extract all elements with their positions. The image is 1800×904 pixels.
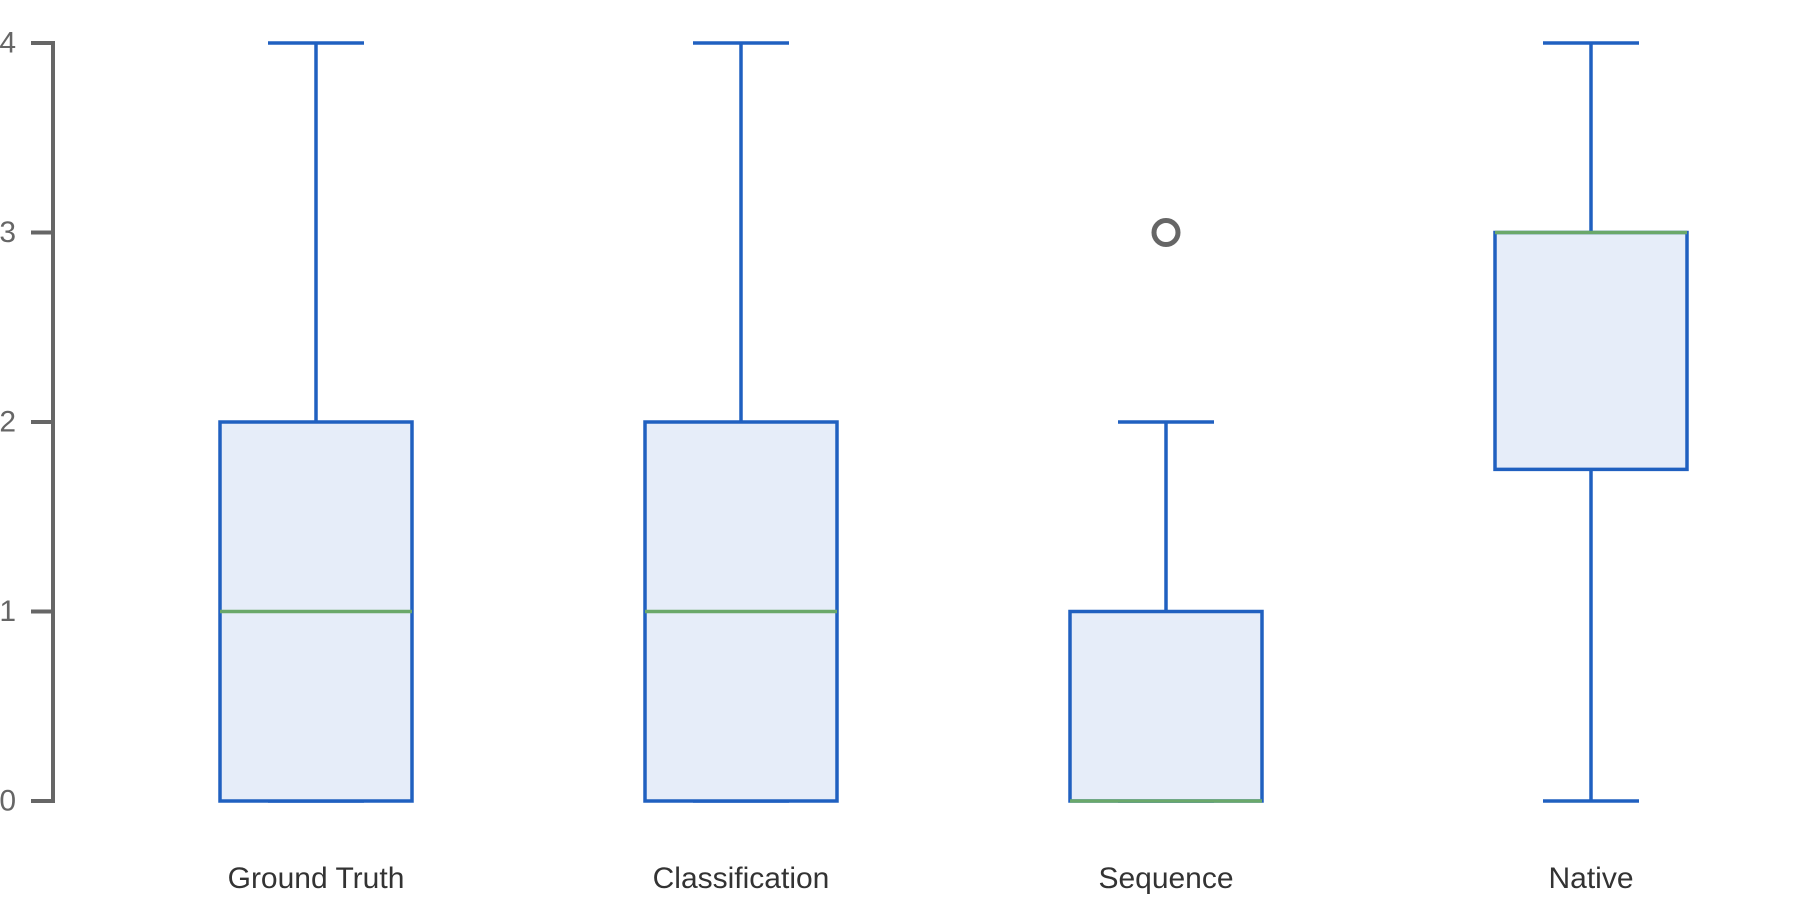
category-label: Ground Truth [228,862,405,895]
iqr-box [1493,230,1689,472]
y-tick-label: 4 [0,27,16,60]
box-ground-truth [218,41,414,803]
y-tick-label: 1 [0,595,16,628]
category-label: Native [1548,862,1633,895]
y-tick-label: 2 [0,406,16,439]
box-classification [643,41,839,803]
iqr-box [1068,609,1264,803]
box-sequence [1068,218,1264,803]
boxes-layer [218,41,1689,803]
category-labels: Ground Truth Classification Sequence Native [228,862,1634,895]
category-label: Classification [653,862,830,895]
outlier-point [1151,218,1181,247]
y-axis: 0 1 2 3 4 [0,27,55,818]
category-label: Sequence [1098,862,1233,895]
y-tick-label: 3 [0,216,16,249]
y-tick-label: 0 [0,785,16,818]
box-native [1493,41,1689,803]
